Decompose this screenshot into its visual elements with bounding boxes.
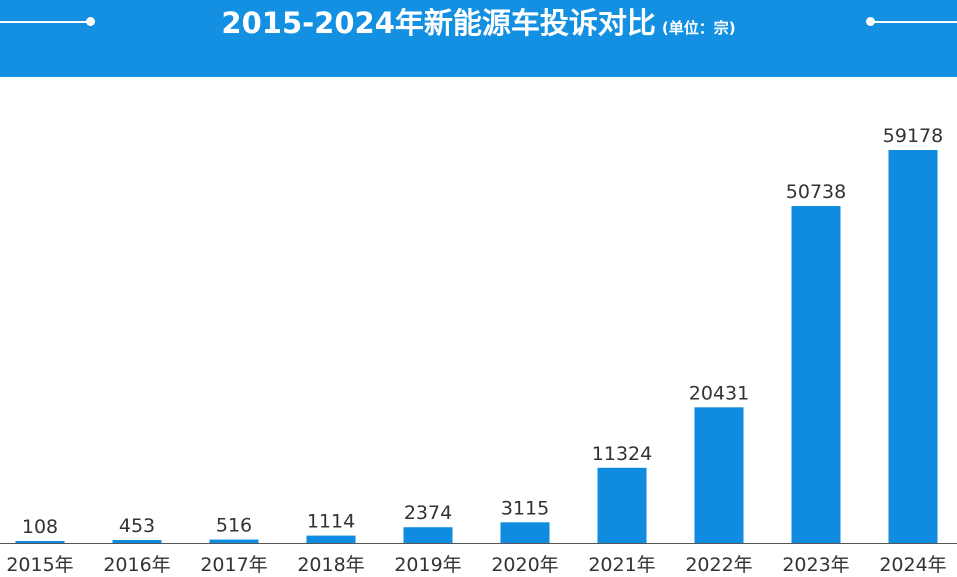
- bar-2019年: [403, 527, 453, 543]
- value-label-2020年: 3115: [501, 497, 549, 519]
- category-label-2023年: 2023年: [782, 554, 849, 576]
- category-label-2019年: 2019年: [394, 554, 461, 576]
- bar-2015年: [15, 541, 65, 543]
- value-label-2015年: 108: [22, 516, 58, 538]
- bar-2020年: [500, 522, 550, 543]
- value-labels-group: 108 453 516 1114 2374 3115 11324 20431 50738 5917…: [22, 125, 943, 538]
- value-label-2024年: 59178: [883, 125, 943, 147]
- category-label-2015年: 2015年: [6, 554, 73, 576]
- bar-2016年: [112, 539, 162, 543]
- category-label-2017年: 2017年: [200, 554, 267, 576]
- bar-2023年: [791, 206, 841, 544]
- value-label-2022年: 20431: [689, 382, 749, 404]
- banner-decoration-line-left: [0, 21, 88, 23]
- value-label-2021年: 11324: [592, 443, 652, 465]
- category-label-2022年: 2022年: [685, 554, 752, 576]
- value-label-2018年: 1114: [307, 511, 355, 533]
- bars-group: [15, 150, 938, 544]
- value-label-2016年: 453: [119, 515, 155, 537]
- bar-2018年: [306, 535, 356, 543]
- title-wrap: 2015-2024年新能源车投诉对比 (单位：宗): [0, 0, 957, 46]
- chart-subtitle: (单位：宗): [661, 19, 736, 37]
- category-label-2016年: 2016年: [103, 554, 170, 576]
- bar-2024年: [888, 150, 938, 543]
- category-label-2021年: 2021年: [588, 554, 655, 576]
- bar-2021年: [597, 467, 647, 543]
- category-labels-group: 2015年 2016年 2017年 2018年 2019年 2020年 2021年 2022年…: [6, 554, 946, 576]
- value-label-2019年: 2374: [404, 502, 452, 524]
- bar-2017年: [209, 539, 259, 543]
- category-label-2020年: 2020年: [491, 554, 558, 576]
- banner-decoration-dot-right-icon: [866, 17, 875, 26]
- value-label-2023年: 50738: [786, 181, 846, 203]
- banner-decoration-line-right: [873, 21, 957, 23]
- banner-decoration-dot-left-icon: [86, 17, 95, 26]
- value-label-2017年: 516: [216, 515, 252, 537]
- category-label-2024年: 2024年: [879, 554, 946, 576]
- bar-2022年: [694, 407, 744, 543]
- title-banner: 2015-2024年新能源车投诉对比 (单位：宗): [0, 0, 957, 77]
- chart-title: 2015-2024年新能源车投诉对比: [221, 6, 656, 40]
- category-label-2018年: 2018年: [297, 554, 364, 576]
